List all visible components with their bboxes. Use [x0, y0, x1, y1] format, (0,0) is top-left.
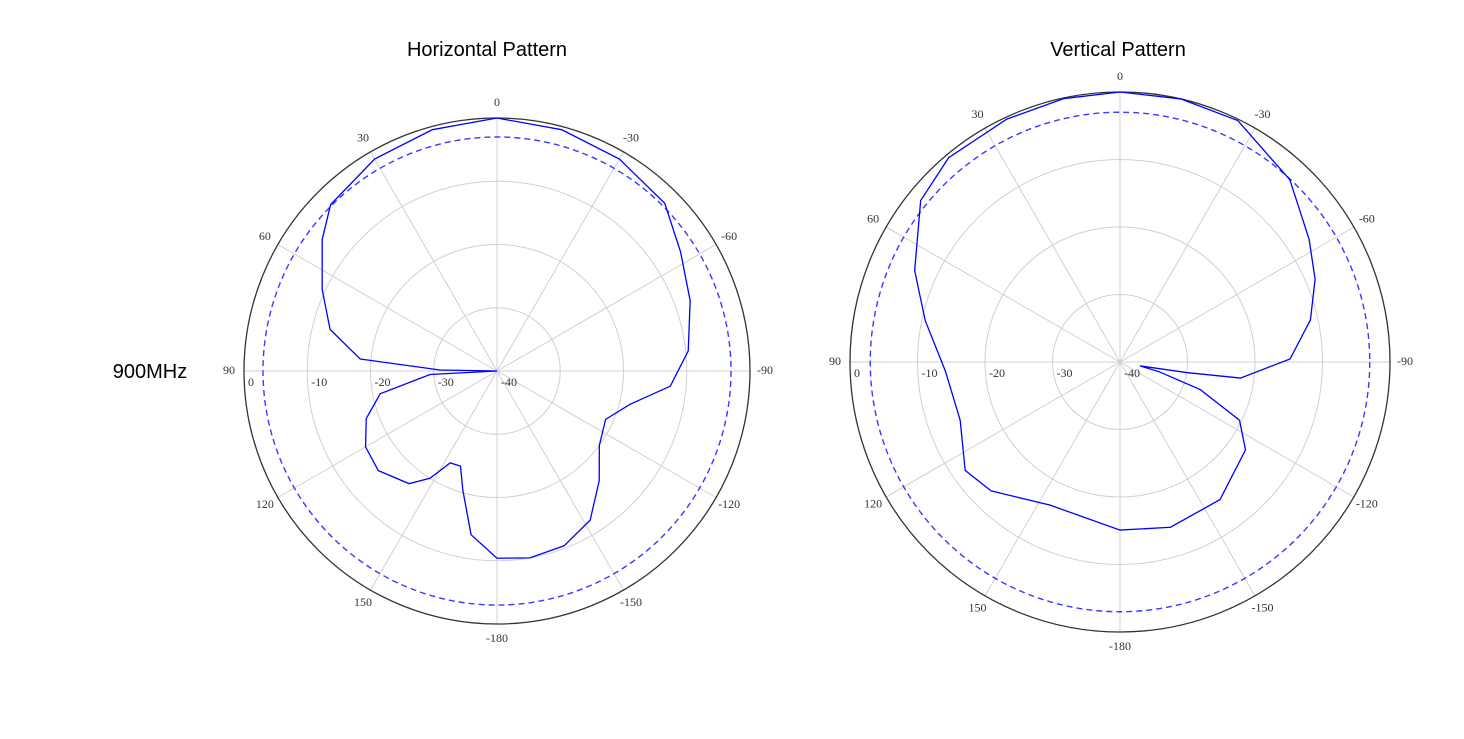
- angle-tick-label: -60: [1359, 211, 1375, 225]
- reference-circle: [262, 136, 732, 606]
- ring-grid-line: [984, 226, 1256, 498]
- radial-tick-label: -30: [1057, 366, 1073, 380]
- angle-tick-label: -180: [1109, 639, 1131, 653]
- ring-grid-line: [370, 244, 624, 498]
- radial-tick-label: -20: [375, 375, 391, 389]
- angle-tick-label: 150: [969, 601, 987, 615]
- reference-circle: [869, 111, 1371, 613]
- radial-tick-label: 0: [248, 375, 254, 389]
- chart-title: Horizontal Pattern: [407, 39, 567, 61]
- radial-tick-label: -20: [989, 366, 1005, 380]
- radial-tick-label: -40: [501, 375, 517, 389]
- angle-tick-label: -60: [721, 229, 737, 243]
- frequency-label: 900MHz: [113, 361, 187, 383]
- angle-tick-label: 120: [256, 497, 274, 511]
- angle-tick-label: -90: [1397, 354, 1413, 368]
- radial-tick-label: -30: [438, 375, 454, 389]
- ring-grid-line: [433, 307, 561, 435]
- chart-title: Vertical Pattern: [1050, 39, 1186, 61]
- angle-tick-label: 90: [829, 354, 841, 368]
- angle-tick-label: 60: [259, 229, 271, 243]
- angle-tick-label: -30: [1255, 107, 1271, 121]
- ring-grid-line: [917, 159, 1323, 565]
- angle-tick-label: -150: [1252, 601, 1274, 615]
- pattern-line: [321, 117, 691, 559]
- angle-tick-label: 30: [972, 107, 984, 121]
- ring-grid-line: [306, 180, 688, 562]
- radial-tick-label: -40: [1124, 366, 1140, 380]
- angle-tick-label: -120: [718, 497, 740, 511]
- angle-tick-label: -30: [623, 131, 639, 145]
- angle-tick-label: 0: [494, 95, 500, 109]
- angle-tick-label: -150: [620, 595, 642, 609]
- angle-tick-label: -120: [1356, 496, 1378, 510]
- radial-tick-label: 0: [854, 366, 860, 380]
- ring-grid-line: [1052, 294, 1188, 430]
- angle-tick-label: -180: [486, 631, 508, 645]
- angle-tick-label: 120: [864, 496, 882, 510]
- angle-tick-label: 0: [1117, 69, 1123, 83]
- pattern-line: [914, 91, 1316, 531]
- radial-tick-label: -10: [922, 366, 938, 380]
- angle-tick-label: 60: [867, 211, 879, 225]
- radial-tick-label: -10: [311, 375, 327, 389]
- angle-tick-label: 150: [354, 595, 372, 609]
- angle-tick-label: -90: [757, 363, 773, 377]
- angle-tick-label: 30: [357, 131, 369, 145]
- angle-tick-label: 90: [223, 363, 235, 377]
